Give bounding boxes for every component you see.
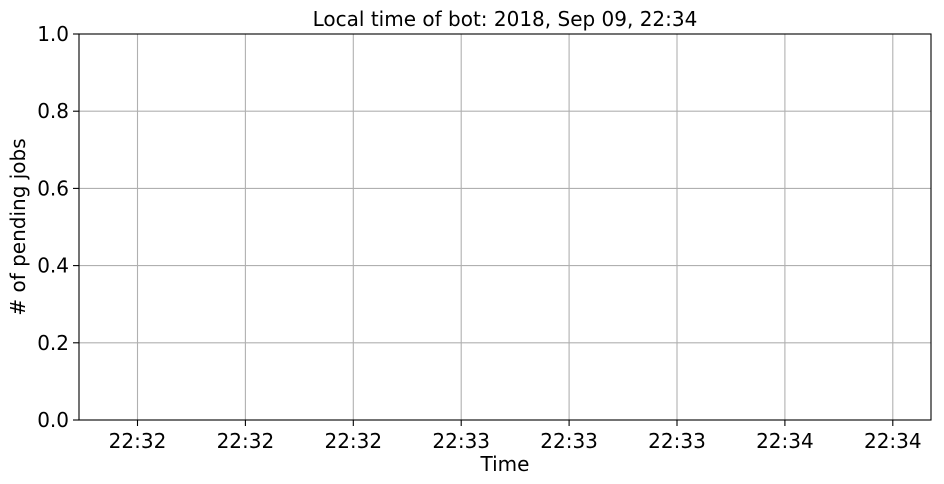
x-axis-label: Time	[480, 452, 530, 476]
y-axis-label: # of pending jobs	[6, 138, 30, 315]
y-tick-label: 0.0	[37, 408, 69, 432]
x-axis: 22:32 22:32 22:32 22:33 22:33 22:33 22:34 22:34	[109, 420, 922, 453]
grid	[79, 34, 931, 420]
y-tick-label: 0.6	[37, 176, 69, 200]
x-tick-label: 22:34	[864, 429, 922, 453]
x-tick-label: 22:33	[540, 429, 598, 453]
y-tick-label: 0.2	[37, 331, 69, 355]
x-tick-label: 22:32	[217, 429, 275, 453]
x-tick-label: 22:32	[324, 429, 382, 453]
x-tick-label: 22:34	[756, 429, 814, 453]
plot-frame	[78, 33, 932, 421]
y-tick-label: 1.0	[37, 22, 69, 46]
x-tick-label: 22:32	[109, 429, 167, 453]
chart-title: Local time of bot: 2018, Sep 09, 22:34	[313, 7, 698, 31]
x-tick-label: 22:33	[648, 429, 706, 453]
x-tick-label: 22:33	[432, 429, 490, 453]
y-tick-label: 0.8	[37, 99, 69, 123]
y-tick-label: 0.4	[37, 254, 69, 278]
y-axis: 0.0 0.2 0.4 0.6 0.8 1.0	[37, 22, 79, 432]
